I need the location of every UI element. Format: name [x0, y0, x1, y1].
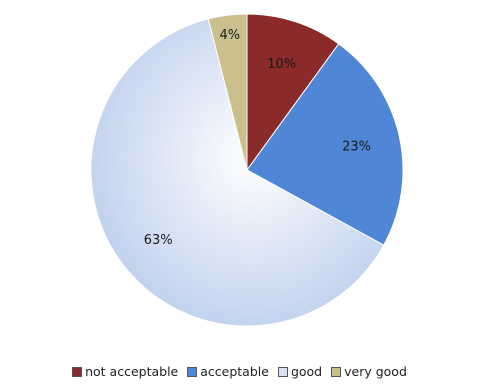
pie-label-good: 63% [144, 233, 173, 248]
legend-swatch-acceptable [187, 366, 198, 377]
legend: not acceptable acceptable good very good [0, 364, 479, 379]
pie-label-very-good: 4% [219, 28, 240, 43]
legend-item-not-acceptable: not acceptable [72, 364, 178, 379]
legend-swatch-very-good [331, 366, 342, 377]
pie-slice-very-good [207, 13, 248, 171]
pie-label-not-acceptable: 10% [267, 57, 296, 72]
pie-label-acceptable: 23% [342, 140, 371, 155]
pie-slice-acceptable [246, 43, 404, 246]
legend-label-acceptable: acceptable [200, 364, 269, 379]
legend-item-good: good [277, 364, 323, 379]
pie-slice-not-acceptable [246, 13, 340, 172]
pie-slice-good [90, 18, 385, 327]
legend-item-acceptable: acceptable [187, 364, 269, 379]
legend-label-not-acceptable: not acceptable [85, 364, 179, 379]
legend-label-good: good [290, 364, 323, 379]
legend-item-very-good: very good [331, 364, 407, 379]
legend-swatch-good [277, 366, 288, 377]
legend-swatch-not-acceptable [72, 366, 83, 377]
legend-label-very-good: very good [344, 364, 407, 379]
